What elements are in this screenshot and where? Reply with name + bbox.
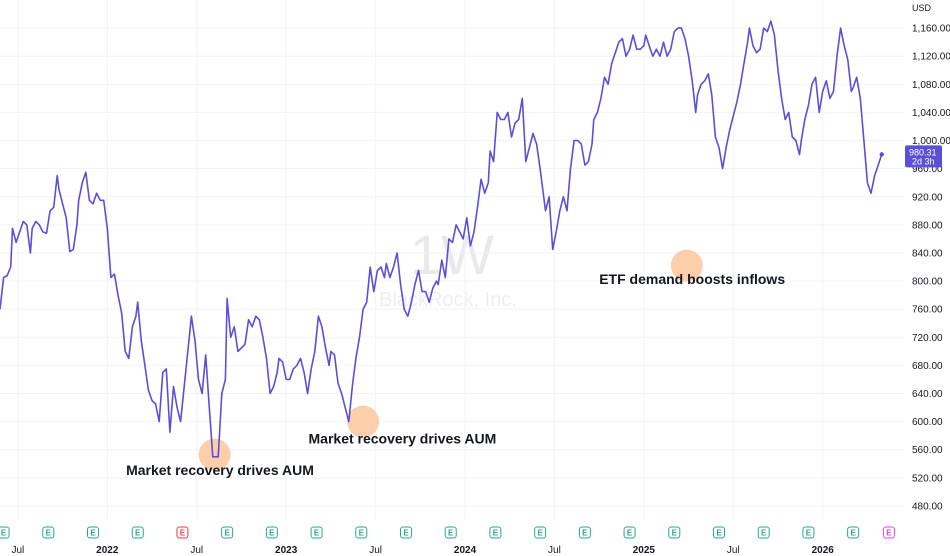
earnings-marker-label[interactable]: E: [224, 529, 230, 538]
x-tick-label: Jul: [548, 545, 561, 556]
y-tick-label: 640.00: [912, 389, 943, 400]
annotation-highlight: [347, 405, 380, 438]
watermark-interval: 1W: [410, 223, 494, 286]
annotation-label: ETF demand boosts inflows: [599, 271, 785, 287]
watermark-symbol: BlackRock, Inc.: [379, 289, 517, 311]
earnings-marker-box[interactable]: [668, 526, 681, 539]
x-tick-label: Jul: [727, 545, 740, 556]
earnings-marker-label[interactable]: E: [672, 529, 678, 538]
y-tick-label: 920.00: [912, 192, 943, 203]
earnings-marker-box[interactable]: [882, 526, 895, 539]
time-axis[interactable]: Jul 2022 Jul 2023 Jul 2024 Jul 2025 Jul 2026: [11, 545, 834, 556]
y-tick-label: 520.00: [912, 473, 943, 484]
earnings-marker-label[interactable]: E: [493, 529, 499, 538]
y-tick-label: 720.00: [912, 333, 943, 344]
earnings-marker-box[interactable]: [42, 526, 55, 539]
earnings-marker-label[interactable]: E: [1, 529, 7, 538]
earnings-marker-box[interactable]: [534, 526, 547, 539]
earnings-marker-label[interactable]: E: [886, 529, 892, 538]
y-tick-label: 1,160.00: [912, 24, 950, 35]
earnings-marker-label[interactable]: E: [269, 529, 275, 538]
x-tick-label: Jul: [369, 545, 382, 556]
earnings-marker-label[interactable]: E: [90, 529, 96, 538]
earnings-marker-box[interactable]: [757, 526, 770, 539]
x-tick-label: 2022: [96, 545, 119, 556]
y-tick-label: 840.00: [912, 248, 943, 259]
y-tick-label: 1,000.00: [912, 136, 950, 147]
earnings-marker-label[interactable]: E: [46, 529, 52, 538]
watermark: 1W BlackRock, Inc.: [379, 223, 517, 311]
y-tick-label: 800.00: [912, 277, 943, 288]
last-price-dot: [879, 152, 884, 157]
grid: [0, 0, 905, 520]
earnings-marker-box[interactable]: [0, 526, 10, 539]
price-tag-countdown: 2d 3h: [912, 156, 935, 166]
earnings-marker-box[interactable]: [802, 526, 815, 539]
earnings-marker-box[interactable]: [578, 526, 591, 539]
annotation-label: Market recovery drives AUM: [309, 430, 497, 446]
earnings-marker-label[interactable]: E: [180, 529, 186, 538]
price-series-line[interactable]: [0, 20, 883, 458]
earnings-marker-label[interactable]: E: [135, 529, 141, 538]
x-tick-label: 2026: [812, 545, 835, 556]
y-tick-label: 960.00: [912, 164, 943, 175]
x-tick-label: Jul: [190, 545, 203, 556]
earnings-marker-label[interactable]: E: [314, 529, 320, 538]
earnings-marker-box[interactable]: [623, 526, 636, 539]
earnings-marker-box[interactable]: [847, 526, 860, 539]
annotation-labels: Market recovery drives AUM Market recover…: [126, 271, 785, 478]
x-tick-label: Jul: [11, 545, 24, 556]
y-tick-label: 680.00: [912, 361, 943, 372]
annotation-highlights: [198, 249, 703, 471]
y-tick-label: 1,120.00: [912, 52, 950, 63]
x-tick-label: 2025: [633, 545, 656, 556]
y-tick-label: 600.00: [912, 417, 943, 428]
earnings-marker-label[interactable]: E: [806, 529, 812, 538]
earnings-marker-label[interactable]: E: [627, 529, 633, 538]
earnings-marker-label[interactable]: E: [716, 529, 722, 538]
y-tick-label: 1,040.00: [912, 108, 950, 119]
y-tick-label: 560.00: [912, 445, 943, 456]
y-tick-label: 1,080.00: [912, 80, 950, 91]
y-tick-label: 880.00: [912, 220, 943, 231]
earnings-marker-box[interactable]: [87, 526, 100, 539]
earnings-marker-label[interactable]: E: [761, 529, 767, 538]
earnings-marker-box[interactable]: [712, 526, 725, 539]
x-tick-label: 2024: [454, 545, 477, 556]
annotation-highlight: [670, 249, 703, 282]
earnings-marker-box[interactable]: [310, 526, 323, 539]
earnings-marker-label[interactable]: E: [448, 529, 454, 538]
price-tag-value: 980.31: [909, 147, 937, 157]
earnings-marker-box[interactable]: [399, 526, 412, 539]
earnings-marker-box[interactable]: [444, 526, 457, 539]
earnings-marker-box[interactable]: [355, 526, 368, 539]
earnings-marker-label[interactable]: E: [537, 529, 543, 538]
earnings-marker-label[interactable]: E: [582, 529, 588, 538]
earnings-marker-label[interactable]: E: [850, 529, 856, 538]
earnings-marker-box[interactable]: [489, 526, 502, 539]
y-tick-label: 480.00: [912, 501, 943, 512]
currency-label: USD: [912, 3, 932, 13]
earnings-marker-box[interactable]: [221, 526, 234, 539]
earnings-marker-box[interactable]: [176, 526, 189, 539]
y-tick-label: 760.00: [912, 305, 943, 316]
earnings-marker-box[interactable]: [131, 526, 144, 539]
earnings-marker-box[interactable]: [265, 526, 278, 539]
price-axis[interactable]: 480.00 520.00 560.00 600.00 640.00 680.00 720.…: [912, 24, 950, 513]
price-tag-box: [905, 145, 942, 168]
x-tick-label: 2023: [275, 545, 298, 556]
earnings-marker-label[interactable]: E: [359, 529, 365, 538]
annotation-highlight: [198, 438, 231, 471]
annotation-label: Market recovery drives AUM: [126, 462, 314, 478]
earnings-marker-label[interactable]: E: [403, 529, 409, 538]
